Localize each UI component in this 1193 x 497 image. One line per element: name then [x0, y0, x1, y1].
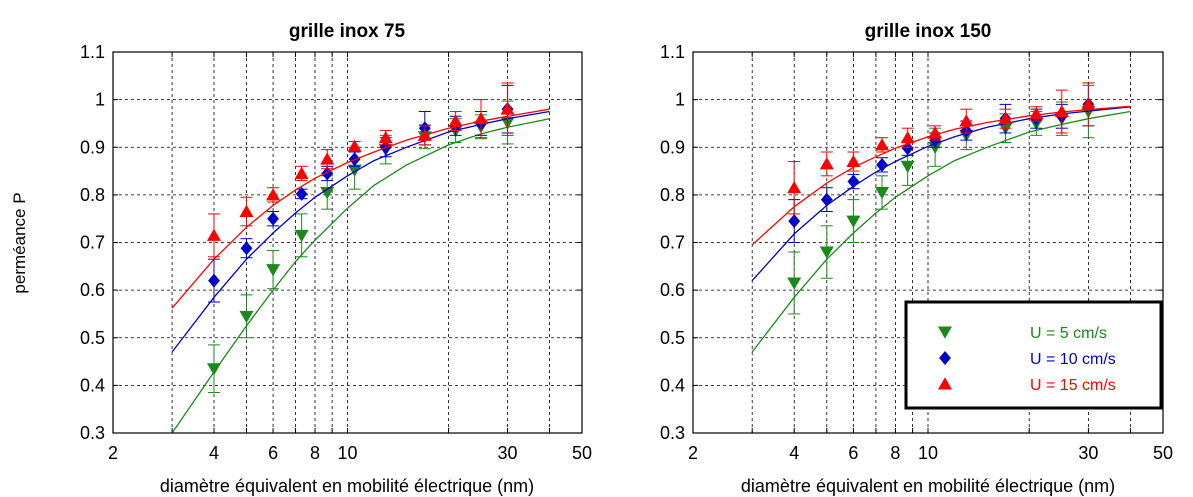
legend: U = 5 cm/s U = 10 cm/s U = 15 cm/s: [904, 300, 1163, 410]
data-point: [266, 264, 281, 277]
data-point: [901, 141, 914, 156]
y-tick-label: 0.9: [80, 137, 105, 157]
x-tick-label: 6: [848, 443, 858, 463]
y-tick-label: 1.1: [80, 42, 105, 62]
x-tick-label: 8: [310, 443, 320, 463]
data-point: [208, 273, 220, 288]
data-point: [847, 174, 860, 189]
chart-title: grille inox 150: [865, 21, 992, 42]
data-point: [900, 130, 915, 144]
legend-box: [904, 300, 1163, 410]
data-point: [1054, 104, 1069, 118]
x-tick-label: 30: [1078, 443, 1098, 463]
y-tick-label: 0.6: [660, 280, 685, 300]
legend-label: U = 5 cm/s: [1030, 325, 1107, 342]
data-point: [875, 138, 890, 151]
y-tick-label: 0.5: [80, 328, 105, 348]
x-tick-label: 50: [572, 443, 592, 463]
plot-frame: [692, 51, 1164, 434]
data-point: [320, 152, 335, 165]
data-point: [347, 139, 362, 152]
y-tick-label: 0.8: [660, 185, 685, 205]
data-point: [846, 215, 861, 228]
data-point: [240, 241, 253, 256]
y-tick-label: 0.5: [660, 328, 685, 348]
data-point: [819, 246, 834, 259]
x-tick-label: 50: [1153, 443, 1173, 463]
data-point: [846, 154, 861, 168]
data-point: [788, 214, 801, 229]
y-tick-label: 1: [675, 90, 685, 110]
y-tick-label: 1.1: [660, 42, 685, 62]
legend-marker: [939, 351, 951, 365]
x-tick-label: 30: [498, 443, 518, 463]
x-tick-label: 8: [890, 443, 900, 463]
data-point: [1029, 107, 1044, 120]
data-point: [819, 157, 834, 170]
data-point: [321, 166, 334, 181]
data-point: [378, 130, 393, 144]
y-tick-label: 1: [95, 90, 105, 110]
data-point: [1081, 97, 1096, 110]
x-tick-label: 6: [268, 443, 278, 463]
data-point: [266, 188, 281, 201]
data-point: [473, 111, 489, 125]
legend-label: U = 10 cm/s: [1030, 351, 1116, 368]
data-point: [900, 160, 915, 174]
x-axis-label: diamètre équivalent en mobilité électriq…: [160, 476, 534, 496]
data-point: [448, 114, 463, 127]
x-tick-label: 10: [918, 443, 938, 463]
y-axis-label: perméance P: [10, 192, 29, 293]
x-tick-label: 10: [337, 443, 357, 463]
data-point: [959, 114, 974, 127]
data-point: [928, 126, 943, 139]
panel-inox-75: grille inox 75 perméance P diamètre équi…: [10, 21, 592, 496]
x-axis-label: diamètre équivalent en mobilité électriq…: [741, 476, 1115, 496]
x-tick-label: 4: [209, 443, 219, 463]
legend-label: U = 15 cm/s: [1030, 377, 1116, 394]
data-point: [320, 186, 335, 200]
data-point: [876, 157, 888, 172]
data-point: [239, 310, 254, 324]
x-tick-label: 4: [789, 443, 799, 463]
data-point: [787, 277, 802, 290]
y-tick-label: 0.3: [80, 423, 105, 443]
y-tick-label: 0.3: [660, 423, 685, 443]
y-tick-label: 0.7: [80, 233, 105, 253]
data-point: [206, 228, 222, 241]
data-point: [267, 211, 279, 226]
y-tick-label: 0.8: [80, 185, 105, 205]
chart-title: grille inox 75: [289, 21, 406, 42]
panel-inox-150: grille inox 150 diamètre équivalent en m…: [660, 21, 1173, 496]
legend-marker: [937, 326, 953, 339]
data-point: [295, 186, 308, 201]
data-point: [500, 102, 515, 115]
legend-marker: [937, 377, 953, 390]
data-point: [239, 204, 254, 218]
y-tick-label: 0.7: [660, 233, 685, 253]
data-point: [294, 229, 309, 243]
data-point: [294, 166, 309, 179]
plot-area: 2 4 6 8 10 30 50 0.3 0.4 0.5 0.6 0.7 0.8 0.9 1 1.1: [80, 42, 592, 463]
plot-frame: [112, 51, 583, 434]
data-point: [820, 192, 833, 207]
data-point: [787, 180, 802, 194]
y-tick-label: 0.4: [80, 375, 105, 395]
data-point: [206, 363, 222, 376]
y-tick-label: 0.9: [660, 137, 685, 157]
data-point: [998, 111, 1013, 125]
data-point: [875, 186, 890, 200]
x-tick-label: 2: [108, 443, 118, 463]
y-tick-label: 0.6: [80, 280, 105, 300]
x-tick-label: 2: [688, 443, 698, 463]
data-point: [417, 128, 432, 141]
y-tick-label: 0.4: [660, 375, 685, 395]
